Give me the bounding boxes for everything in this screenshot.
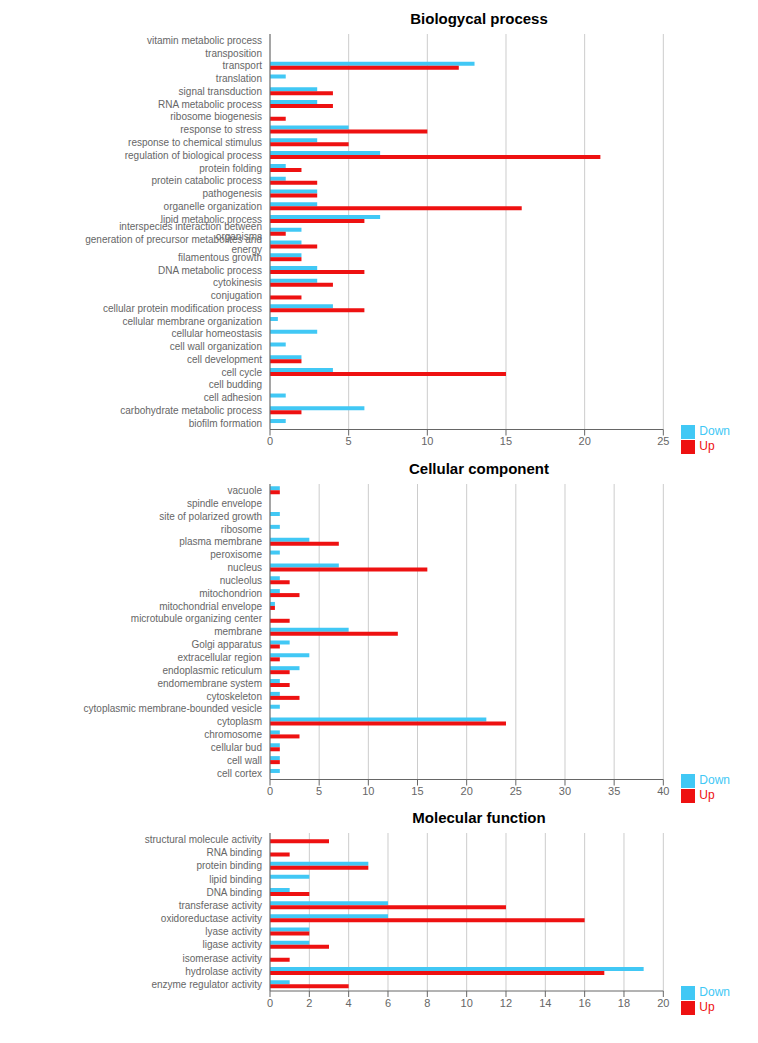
svg-text:10: 10 <box>461 997 473 1009</box>
svg-text:40: 40 <box>657 785 669 797</box>
svg-text:mitochondrion: mitochondrion <box>199 587 262 598</box>
svg-text:nucleolus: nucleolus <box>220 574 262 585</box>
svg-text:cellular membrane organization: cellular membrane organization <box>122 316 262 327</box>
svg-text:10: 10 <box>362 785 374 797</box>
svg-text:cellular homeostasis: cellular homeostasis <box>171 328 262 339</box>
svg-text:20: 20 <box>579 435 591 447</box>
svg-text:14: 14 <box>539 997 551 1009</box>
svg-text:enzyme regulator activity: enzyme regulator activity <box>151 979 262 990</box>
svg-text:25: 25 <box>510 785 522 797</box>
svg-text:conjugation: conjugation <box>211 290 262 301</box>
svg-text:30: 30 <box>559 785 571 797</box>
svg-text:cytoskeleton: cytoskeleton <box>206 690 262 701</box>
svg-text:5: 5 <box>346 435 352 447</box>
svg-text:hydrolase activity: hydrolase activity <box>185 966 262 977</box>
svg-text:RNA metabolic process: RNA metabolic process <box>158 99 262 110</box>
svg-text:20: 20 <box>657 997 669 1009</box>
svg-text:regulation of biological proce: regulation of biological process <box>125 150 262 161</box>
svg-text:cell wall: cell wall <box>227 754 262 765</box>
svg-text:isomerase activity: isomerase activity <box>183 953 262 964</box>
svg-text:cell cortex: cell cortex <box>217 767 262 778</box>
svg-text:protein folding: protein folding <box>199 163 262 174</box>
svg-text:ribosome biogenesis: ribosome biogenesis <box>170 111 262 122</box>
svg-text:cell budding: cell budding <box>209 379 262 390</box>
svg-text:extracellular region: extracellular region <box>178 651 263 662</box>
svg-text:nucleus: nucleus <box>228 562 262 573</box>
svg-text:filamentous growth: filamentous growth <box>178 252 262 263</box>
svg-text:Golgi apparatus: Golgi apparatus <box>191 639 262 650</box>
svg-text:organelle organization: organelle organization <box>164 201 262 212</box>
svg-text:cellular bud: cellular bud <box>211 741 262 752</box>
svg-text:translation: translation <box>216 73 262 84</box>
svg-text:DNA metabolic process: DNA metabolic process <box>158 265 262 276</box>
svg-text:mitochondrial envelope: mitochondrial envelope <box>159 600 262 611</box>
svg-text:pathogenesis: pathogenesis <box>203 188 263 199</box>
svg-text:vitamin metabolic process: vitamin metabolic process <box>147 35 262 46</box>
svg-text:spindle envelope: spindle envelope <box>187 497 262 508</box>
svg-text:microtubule organizing center: microtubule organizing center <box>131 613 263 624</box>
svg-text:0: 0 <box>267 785 273 797</box>
svg-text:transferase activity: transferase activity <box>179 900 262 911</box>
svg-text:cell wall organization: cell wall organization <box>170 341 262 352</box>
svg-text:25: 25 <box>657 435 669 447</box>
svg-text:15: 15 <box>500 435 512 447</box>
svg-text:plasma membrane: plasma membrane <box>179 536 262 547</box>
svg-text:cell adhesion: cell adhesion <box>204 392 262 403</box>
svg-text:response to stress: response to stress <box>180 124 262 135</box>
svg-text:8: 8 <box>424 997 430 1009</box>
svg-text:2: 2 <box>306 997 312 1009</box>
svg-text:cell development: cell development <box>187 354 262 365</box>
svg-text:15: 15 <box>411 785 423 797</box>
svg-text:carbohydrate metabolic process: carbohydrate metabolic process <box>120 405 262 416</box>
svg-text:35: 35 <box>608 785 620 797</box>
svg-text:cytokinesis: cytokinesis <box>213 277 262 288</box>
svg-text:biofilm formation: biofilm formation <box>189 418 262 429</box>
svg-text:DNA binding: DNA binding <box>206 887 262 898</box>
svg-text:lyase activity: lyase activity <box>205 926 262 937</box>
svg-text:lipid binding: lipid binding <box>209 874 262 885</box>
svg-text:RNA binding: RNA binding <box>206 847 262 858</box>
svg-text:0: 0 <box>267 997 273 1009</box>
svg-text:endomembrane system: endomembrane system <box>158 677 263 688</box>
svg-text:ligase activity: ligase activity <box>203 939 262 950</box>
svg-text:cytoplasmic membrane-bounded v: cytoplasmic membrane-bounded vesicle <box>84 703 263 714</box>
svg-text:site of polarized growth: site of polarized growth <box>159 510 262 521</box>
svg-text:structural molecule activity: structural molecule activity <box>145 834 262 845</box>
svg-text:cytoplasm: cytoplasm <box>217 716 262 727</box>
svg-text:transport: transport <box>223 60 263 71</box>
svg-text:endoplasmic reticulum: endoplasmic reticulum <box>163 664 263 675</box>
svg-text:cell cycle: cell cycle <box>221 367 262 378</box>
svg-text:oxidoreductase activity: oxidoreductase activity <box>161 913 262 924</box>
svg-text:chromosome: chromosome <box>204 729 262 740</box>
svg-text:protein binding: protein binding <box>196 860 262 871</box>
svg-text:response to chemical stimulus: response to chemical stimulus <box>128 137 262 148</box>
svg-text:5: 5 <box>316 785 322 797</box>
svg-text:membrane: membrane <box>214 626 262 637</box>
svg-text:peroxisome: peroxisome <box>210 549 262 560</box>
svg-text:16: 16 <box>579 997 591 1009</box>
svg-text:ribosome: ribosome <box>221 523 263 534</box>
svg-text:vacuole: vacuole <box>228 484 263 495</box>
svg-text:10: 10 <box>421 435 433 447</box>
svg-text:4: 4 <box>346 997 352 1009</box>
svg-text:0: 0 <box>267 435 273 447</box>
svg-text:20: 20 <box>461 785 473 797</box>
svg-text:6: 6 <box>385 997 391 1009</box>
svg-text:cellular protein modification: cellular protein modification process <box>103 303 262 314</box>
svg-text:protein catabolic process: protein catabolic process <box>151 175 262 186</box>
svg-text:18: 18 <box>618 997 630 1009</box>
svg-text:12: 12 <box>500 997 512 1009</box>
svg-text:transposition: transposition <box>205 48 262 59</box>
svg-text:signal transduction: signal transduction <box>179 86 262 97</box>
